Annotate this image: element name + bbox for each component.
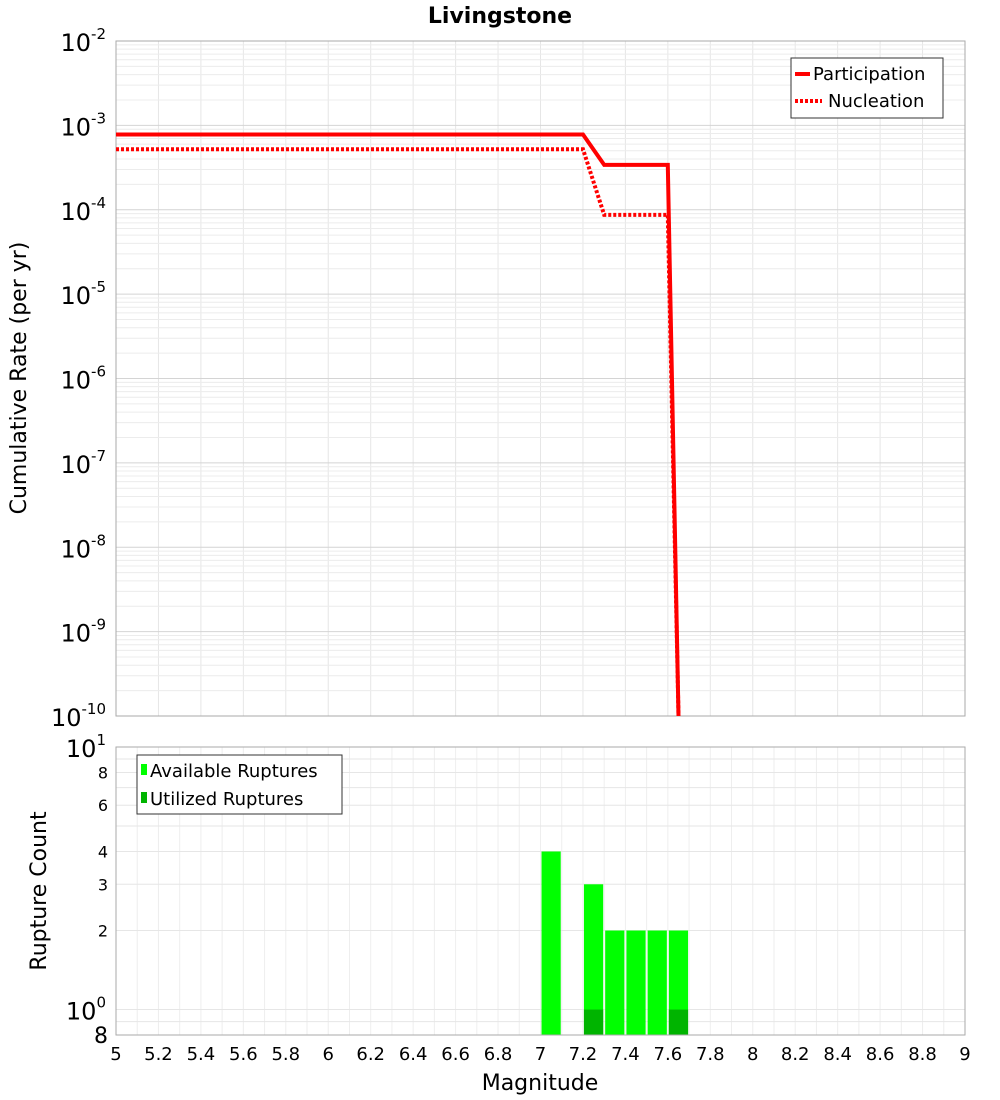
x-tick-label: 8 (747, 1044, 758, 1065)
bottom-y-tick-minor: 8 (98, 763, 108, 782)
x-tick-label: 6.2 (356, 1044, 385, 1065)
bottom-y-tick-major: 100 (66, 994, 106, 1026)
x-tick-label: 5.8 (271, 1044, 300, 1065)
x-tick-label: 5.4 (187, 1044, 216, 1065)
top-plot-grid (115, 41, 966, 717)
x-tick-label: 7.6 (654, 1044, 683, 1065)
x-tick-label: 8.8 (908, 1044, 937, 1065)
legend-utilized-label: Utilized Ruptures (150, 789, 303, 810)
top-plot-series (116, 132, 681, 717)
available-rupture-bar (541, 851, 561, 1035)
available-rupture-bar (626, 930, 646, 1035)
top-y-tick-label: 10-3 (60, 109, 106, 141)
x-tick-label: 7 (535, 1044, 546, 1065)
top-y-tick-label: 10-8 (60, 531, 106, 563)
bottom-legend: Available Ruptures Utilized Ruptures (136, 754, 343, 815)
bottom-y-tick-minor: 4 (98, 842, 108, 861)
top-y-tick-label: 10-4 (60, 194, 106, 226)
top-y-tick-label: 10-7 (60, 447, 106, 479)
series-line-nucleation (116, 147, 681, 717)
chart-title: Livingstone (428, 4, 572, 29)
bottom-x-tick-labels: 5 5.2 5.4 5.6 5.8 6 6.2 6.4 6.6 6.8 7 7.2 7.4 7.6 7.8 8… (110, 1044, 970, 1065)
bottom-plot-frame (115, 746, 966, 1036)
legend-available-label: Available Ruptures (150, 761, 318, 782)
top-y-tick-labels: 10-2 10-3 10-4 10-5 10-6 10-7 10-8 10-9 10-10 (51, 25, 106, 732)
available-rupture-bar (647, 930, 667, 1035)
top-y-tick-label: 10-9 (60, 616, 106, 648)
top-legend-box (790, 57, 944, 119)
bottom-y-axis-title: Rupture Count (27, 811, 52, 971)
x-tick-label: 6.6 (441, 1044, 470, 1065)
top-y-axis-title: Cumulative Rate (per yr) (7, 242, 32, 515)
x-tick-label: 6 (323, 1044, 334, 1065)
top-plot-frame (115, 40, 966, 717)
available-rupture-bar (668, 930, 689, 1035)
x-tick-label: 8.4 (823, 1044, 852, 1065)
x-tick-label: 7.2 (569, 1044, 598, 1065)
bottom-y-tick-minor: 2 (98, 922, 108, 941)
x-tick-label: 7.8 (696, 1044, 725, 1065)
x-axis-title: Magnitude (482, 1071, 599, 1096)
x-tick-label: 6.8 (484, 1044, 513, 1065)
x-tick-label: 8.2 (781, 1044, 810, 1065)
top-y-tick-label: 10-5 (60, 278, 106, 310)
available-rupture-bar (605, 930, 625, 1035)
top-y-tick-label: 10-10 (51, 700, 106, 732)
legend-available-swatch (141, 764, 147, 775)
x-tick-label: 5.2 (144, 1044, 173, 1065)
utilized-rupture-bar (668, 1009, 689, 1035)
legend-participation-label: Participation (813, 64, 925, 85)
bottom-plot-bars (541, 851, 689, 1035)
x-tick-label: 6.4 (399, 1044, 428, 1065)
bottom-legend-box (136, 754, 343, 815)
x-tick-label: 7.4 (611, 1044, 640, 1065)
x-tick-label: 5 (110, 1044, 121, 1065)
x-tick-label: 9 (959, 1044, 970, 1065)
available-rupture-bar (583, 884, 604, 1035)
bottom-y-tick-major: 101 (66, 731, 106, 763)
top-y-tick-label: 10-2 (60, 25, 106, 57)
x-tick-label: 5.6 (229, 1044, 258, 1065)
top-y-tick-label: 10-6 (60, 363, 106, 395)
bottom-y-tick-minor: 6 (98, 796, 108, 815)
top-legend: Participation Nucleation (790, 57, 944, 119)
utilized-rupture-bar (583, 1009, 604, 1035)
bottom-y-tick-minor: 3 (98, 875, 108, 894)
x-tick-label: 8.6 (866, 1044, 895, 1065)
legend-utilized-swatch (141, 792, 147, 803)
series-line-participation (116, 132, 681, 717)
bottom-y-tick-minor: 8 (94, 1024, 108, 1049)
legend-nucleation-label: Nucleation (828, 91, 924, 112)
